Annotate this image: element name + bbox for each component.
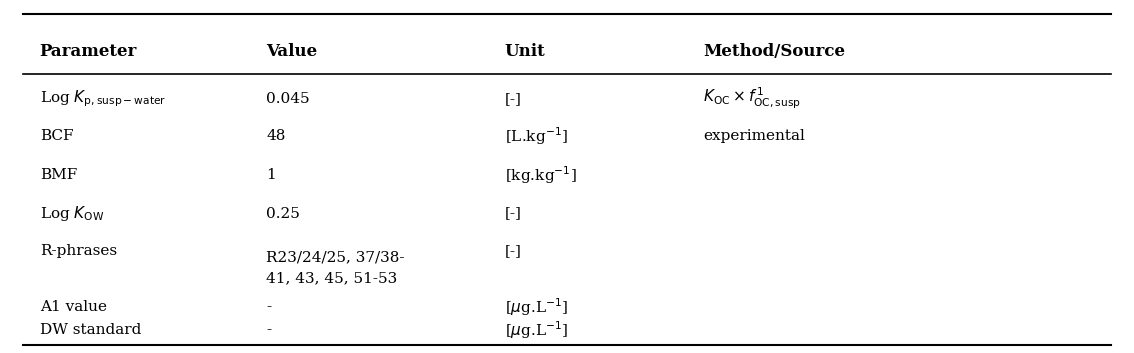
Text: [-]: [-] <box>505 207 522 221</box>
Text: [-]: [-] <box>505 92 522 106</box>
Text: BCF: BCF <box>40 129 74 143</box>
Text: R-phrases: R-phrases <box>40 244 117 258</box>
Text: experimental: experimental <box>703 129 805 143</box>
Text: [-]: [-] <box>505 244 522 258</box>
Text: Log $K_{\mathrm{p,susp-water}}$: Log $K_{\mathrm{p,susp-water}}$ <box>40 89 166 109</box>
Text: 0.25: 0.25 <box>266 207 301 221</box>
Text: 0.045: 0.045 <box>266 92 310 106</box>
Text: [$\mu$g.L$^{-1}$]: [$\mu$g.L$^{-1}$] <box>505 296 568 318</box>
Text: Method/Source: Method/Source <box>703 43 845 60</box>
Text: 1: 1 <box>266 168 277 182</box>
Text: [kg.kg$^{-1}$]: [kg.kg$^{-1}$] <box>505 164 576 186</box>
Text: Log $K_{\mathrm{OW}}$: Log $K_{\mathrm{OW}}$ <box>40 204 104 223</box>
Text: R23/24/25, 37/38-
41, 43, 45, 51-53: R23/24/25, 37/38- 41, 43, 45, 51-53 <box>266 251 405 285</box>
Text: [$\mu$g.L$^{-1}$]: [$\mu$g.L$^{-1}$] <box>505 319 568 341</box>
Text: A1 value: A1 value <box>40 300 107 314</box>
Text: BMF: BMF <box>40 168 77 182</box>
Text: Value: Value <box>266 43 318 60</box>
Text: [L.kg$^{-1}$]: [L.kg$^{-1}$] <box>505 125 567 147</box>
Text: Unit: Unit <box>505 43 545 60</box>
Text: -: - <box>266 300 272 314</box>
Text: -: - <box>266 323 272 337</box>
Text: DW standard: DW standard <box>40 323 141 337</box>
Text: Parameter: Parameter <box>40 43 137 60</box>
Text: 48: 48 <box>266 129 286 143</box>
Text: $K_{\mathrm{OC}} \times f_{\mathrm{OC,susp}}^{\,1}$: $K_{\mathrm{OC}} \times f_{\mathrm{OC,su… <box>703 86 801 112</box>
